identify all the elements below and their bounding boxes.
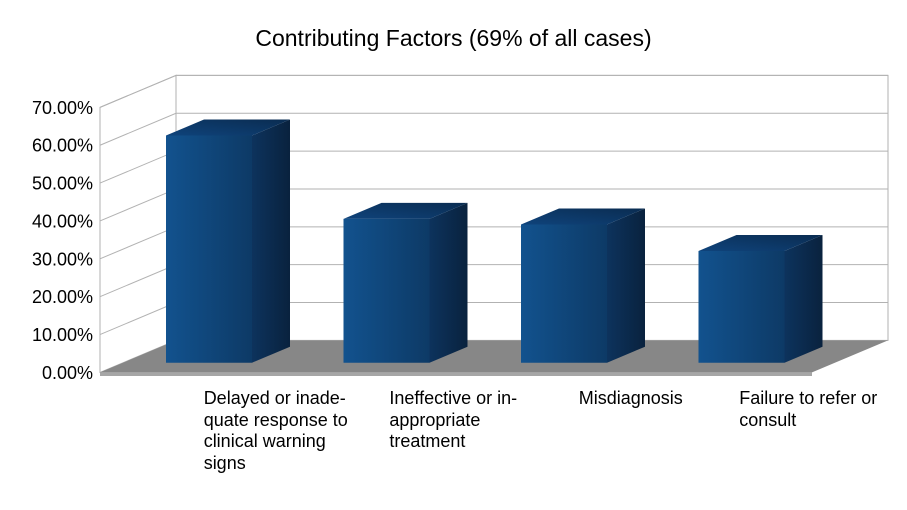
bar-side-face <box>784 235 823 363</box>
category-label: Misdiagnosis <box>531 388 731 410</box>
category-label-text: Ineffective or in- appropriate treatment <box>389 388 518 451</box>
category-label: Failure to refer or consult <box>708 388 907 431</box>
left-wall <box>99 74 177 374</box>
category-label-text: Delayed or inade- quate response to clin… <box>203 388 348 473</box>
y-axis-tick-label: 10.00% <box>32 325 93 345</box>
bar <box>698 251 785 363</box>
y-axis-tick-label: 50.00% <box>32 174 93 194</box>
bar-side-face <box>252 119 290 363</box>
bar <box>521 224 607 363</box>
y-axis-tick-label: 70.00% <box>32 98 93 118</box>
category-label: Delayed or inade- quate response to clin… <box>176 388 376 474</box>
y-axis-tick-label: 40.00% <box>32 211 93 231</box>
bar-top-face <box>343 202 468 219</box>
bar-side-face <box>429 202 468 363</box>
gridline <box>99 112 888 146</box>
bar-side-face <box>607 208 645 363</box>
y-axis-tick-label: 60.00% <box>32 136 93 156</box>
y-axis-tick-label: 30.00% <box>32 249 93 269</box>
y-axis-tick-label: 20.00% <box>32 287 93 307</box>
chart-title: Contributing Factors (69% of all cases) <box>255 25 652 51</box>
bar-top-face <box>698 235 823 252</box>
category-label: Ineffective or in- appropriate treatment <box>353 388 553 453</box>
category-label-text: Failure to refer or consult <box>739 388 878 430</box>
bar-top-face <box>521 208 645 225</box>
floor <box>100 340 888 373</box>
y-axis-tick-label: 0.00% <box>42 363 93 383</box>
category-label-text: Misdiagnosis <box>578 388 683 408</box>
bar-top-face <box>166 119 290 136</box>
floor-edge <box>100 372 812 376</box>
gridline <box>99 74 888 108</box>
bar <box>343 218 430 363</box>
bar <box>166 135 252 363</box>
